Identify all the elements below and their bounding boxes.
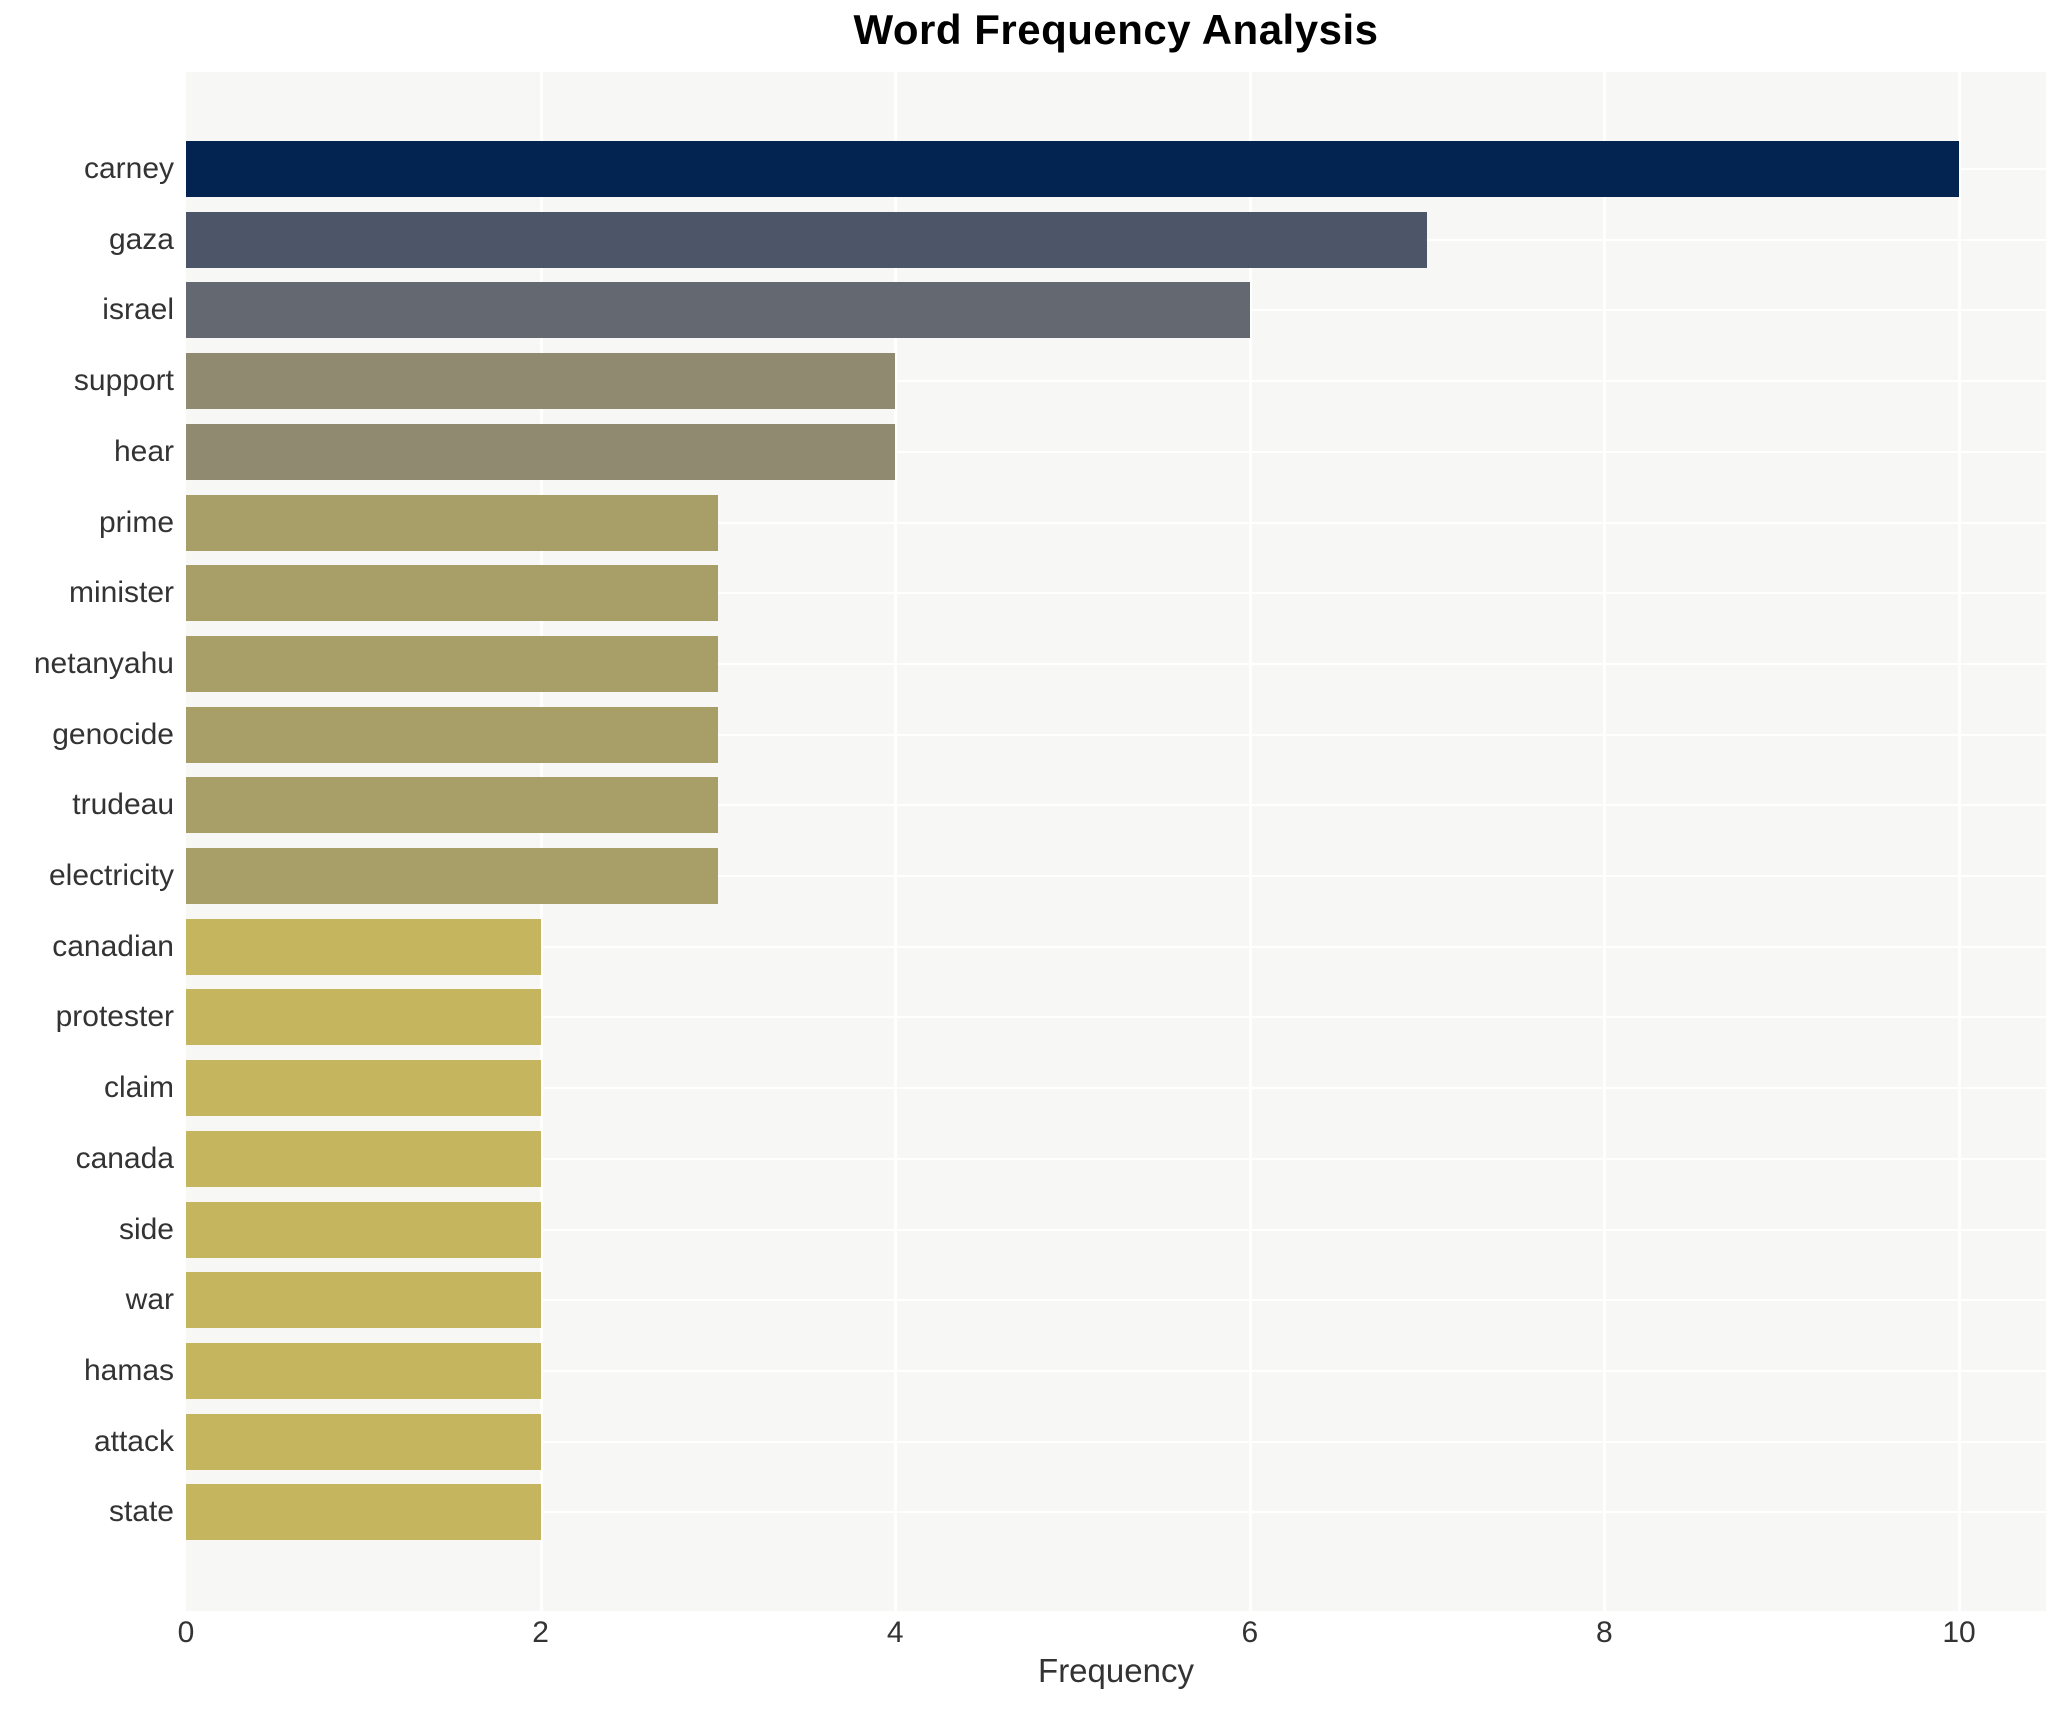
bar-state [186,1484,541,1541]
bar-gaza [186,211,1428,268]
bar-hear [186,423,896,480]
y-gridline [186,662,2046,665]
x-tick-label-2: 2 [532,1616,549,1649]
y-tick-label-protester: protester [55,1000,174,1034]
y-tick-label-hear: hear [113,434,174,468]
y-tick-label-israel: israel [102,293,174,327]
x-gridline [539,72,543,1611]
y-tick-label-hamas: hamas [83,1353,174,1387]
x-axis-title: Frequency [1038,1652,1194,1689]
bar-claim [186,1060,541,1117]
y-gridline [186,1369,2046,1372]
y-tick-label-canada: canada [75,1141,174,1175]
y-tick-label-electricity: electricity [48,859,174,892]
x-tick-label-4: 4 [886,1616,904,1649]
y-tick-label-claim: claim [103,1071,174,1105]
y-tick-label-carney: carney [83,152,174,185]
y-gridline [186,1087,2046,1090]
bar-carney [186,141,1959,197]
y-tick-label-state: state [108,1495,174,1529]
y-tick-label-gaza: gaza [108,222,174,256]
bar-support [186,353,896,410]
bar-hamas [186,1342,541,1399]
x-gridline [894,72,898,1611]
bar-side [186,1201,541,1258]
y-gridline [186,733,2046,736]
y-gridline [186,945,2046,948]
plot-area [186,72,2046,1611]
y-tick-label-genocide: genocide [52,717,174,751]
y-gridline [186,380,2046,383]
bar-electricity [186,848,718,904]
bar-minister [186,565,718,622]
y-gridline [186,875,2046,877]
bar-attack [186,1413,541,1470]
x-tick-label-6: 6 [1241,1616,1259,1649]
y-tick-label-canadian: canadian [52,929,174,963]
y-gridline [186,450,2046,453]
y-gridline [186,592,2046,595]
bar-prime [186,494,718,551]
y-gridline [186,1511,2046,1514]
y-gridline [186,1016,2046,1019]
x-tick-label-10: 10 [1942,1616,1976,1649]
bar-trudeau [186,777,718,834]
x-tick-label-0: 0 [177,1616,195,1649]
y-gridline [186,1157,2046,1160]
y-gridline [186,804,2046,807]
y-tick-label-side: side [118,1212,174,1246]
x-tick-label-8: 8 [1596,1616,1613,1649]
y-gridline [186,1228,2046,1231]
bar-netanyahu [186,635,718,692]
x-gridline [1603,72,1607,1611]
bar-canadian [186,918,541,975]
y-tick-label-support: support [73,364,174,398]
y-tick-label-minister: minister [68,576,174,610]
chart-title: Word Frequency Analysis [853,6,1379,53]
y-gridline [186,1440,2046,1443]
y-tick-label-attack: attack [93,1424,174,1458]
bar-canada [186,1130,541,1187]
y-tick-label-trudeau: trudeau [72,788,174,822]
bar-israel [186,282,1250,339]
x-gridline [1958,72,1961,1611]
bar-protester [186,989,541,1046]
y-tick-label-prime: prime [98,505,174,539]
y-tick-label-war: war [125,1283,174,1317]
y-gridline [186,521,2046,524]
x-gridline [1248,72,1252,1611]
bar-genocide [186,706,718,763]
y-tick-label-netanyahu: netanyahu [33,646,174,680]
y-gridline [186,1299,2046,1302]
bar-war [186,1272,541,1329]
